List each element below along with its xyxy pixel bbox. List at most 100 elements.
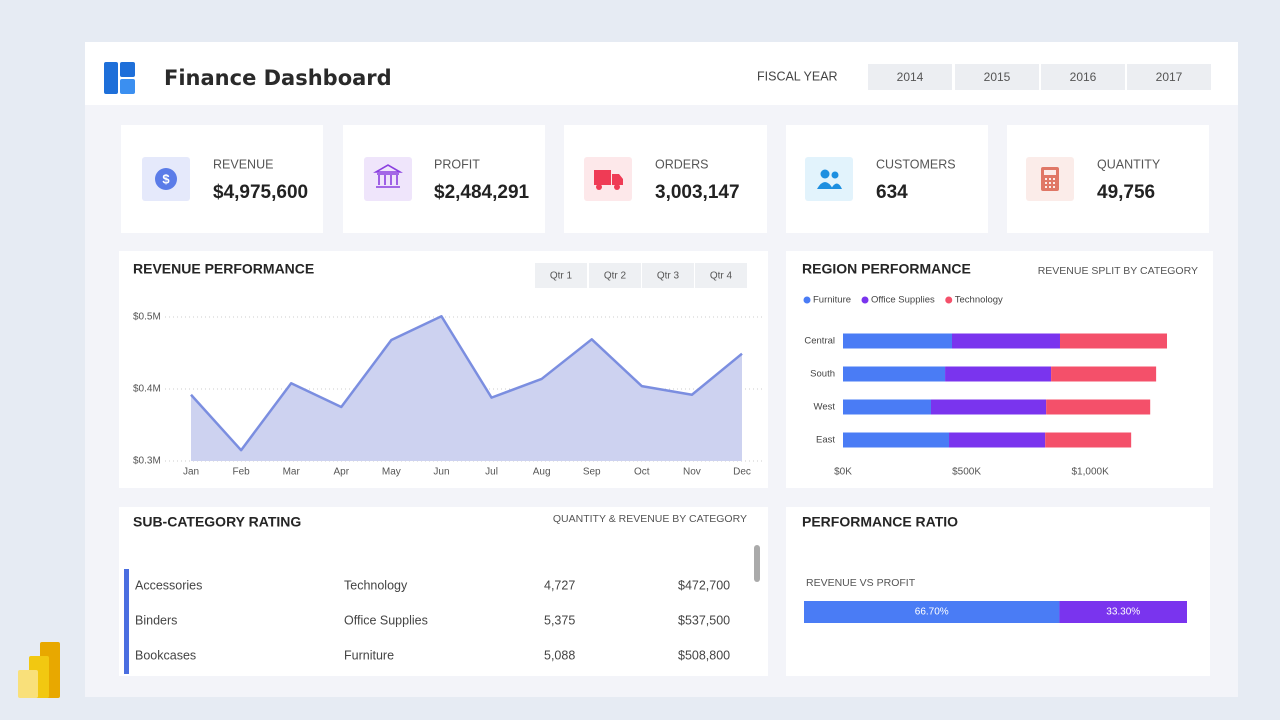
kpi-value: $4,975,600	[213, 182, 308, 203]
year-label: 2014	[897, 70, 924, 84]
x-tick-label: May	[382, 467, 401, 478]
bar-segment	[843, 432, 950, 448]
category-label: South	[810, 369, 835, 380]
y-tick-label: $0.3M	[133, 456, 161, 467]
year-label: 2016	[1070, 70, 1097, 84]
bar-segment	[1045, 432, 1132, 448]
svg-text:$: $	[162, 171, 170, 186]
x-tick-label: Jul	[485, 467, 498, 478]
row-indicator	[124, 604, 129, 639]
kpi-label: REVENUE	[213, 157, 273, 171]
year-button[interactable]	[868, 64, 952, 90]
revenue-title: REVENUE PERFORMANCE	[133, 261, 314, 277]
bar-segment	[1059, 333, 1168, 349]
ratio-label: REVENUE VS PROFIT	[806, 577, 916, 589]
ratio-title: PERFORMANCE RATIO	[802, 514, 958, 530]
kpi-value: $2,484,291	[434, 182, 530, 203]
row-indicator	[124, 639, 129, 674]
table-cell: Technology	[344, 578, 408, 592]
year-label: 2017	[1156, 70, 1183, 84]
bar-segment	[1051, 366, 1157, 382]
year-label: 2015	[984, 70, 1011, 84]
x-tick-label: Aug	[533, 467, 551, 478]
year-button[interactable]	[1041, 64, 1125, 90]
table-cell: 4,727	[544, 578, 575, 592]
category-label: East	[816, 435, 835, 446]
y-tick-label: $0.4M	[133, 384, 161, 395]
logo	[104, 62, 135, 94]
x-tick-label: Oct	[634, 467, 650, 478]
ratio-label: 33.30%	[1106, 607, 1140, 618]
table-cell: $472,700	[678, 578, 730, 592]
kpi-label: ORDERS	[655, 157, 708, 171]
quarter-label: Qtr 3	[657, 271, 680, 282]
kpi-label: PROFIT	[434, 157, 480, 171]
x-tick-label: Apr	[333, 467, 349, 478]
x-tick-label: Nov	[683, 467, 701, 478]
table-cell: Binders	[135, 613, 177, 627]
x-tick-label: $500K	[952, 467, 981, 478]
x-tick-label: $0K	[834, 467, 852, 478]
legend-label: Furniture	[813, 295, 851, 306]
category-label: Central	[804, 336, 835, 347]
year-button[interactable]	[1127, 64, 1211, 90]
table-cell: Furniture	[344, 648, 394, 662]
title: Finance Dashboard	[164, 66, 392, 90]
x-tick-label: $1,000K	[1072, 467, 1110, 478]
y-tick-label: $0.5M	[133, 312, 161, 323]
bar-segment	[945, 366, 1052, 382]
bar-segment	[1046, 399, 1151, 415]
kpi-value: 3,003,147	[655, 182, 740, 203]
ratio-segment	[1059, 601, 1187, 623]
kpi-value: 634	[876, 182, 908, 203]
quarter-button[interactable]	[589, 263, 641, 288]
bar-segment	[951, 333, 1060, 349]
ratio-card	[786, 507, 1210, 676]
bar-segment	[843, 366, 946, 382]
quarter-label: Qtr 4	[710, 271, 733, 282]
row-indicator	[124, 569, 129, 604]
table-cell: Bookcases	[135, 648, 196, 662]
quarter-label: Qtr 1	[550, 271, 573, 282]
bar-segment	[930, 399, 1047, 415]
region-subtitle: REVENUE SPLIT BY CATEGORY	[1038, 265, 1198, 277]
subcategory-card	[119, 507, 768, 676]
legend-label: Technology	[955, 295, 1003, 306]
quarter-button[interactable]	[695, 263, 747, 288]
bar-segment	[843, 399, 931, 415]
region-title: REGION PERFORMANCE	[802, 261, 971, 277]
kpi-value: 49,756	[1097, 182, 1155, 203]
subcategory-subtitle: QUANTITY & REVENUE BY CATEGORY	[553, 513, 747, 525]
legend-dot	[803, 296, 811, 304]
kpi-label: QUANTITY	[1097, 157, 1161, 171]
powerbi-logo	[18, 642, 60, 698]
legend-dot	[945, 296, 953, 304]
x-tick-label: Mar	[283, 467, 301, 478]
year-button[interactable]	[955, 64, 1039, 90]
table-cell: $537,500	[678, 613, 730, 627]
line	[190, 315, 743, 452]
legend-label: Office Supplies	[871, 295, 935, 306]
table-cell: 5,088	[544, 648, 575, 662]
x-tick-label: Dec	[733, 467, 751, 478]
bar-segment	[949, 432, 1046, 448]
bar-segment	[843, 333, 952, 349]
x-tick-label: Feb	[232, 467, 250, 478]
table-cell: 5,375	[544, 613, 575, 627]
kpi-icons: $	[142, 157, 1074, 201]
table-cell: Accessories	[135, 578, 202, 592]
quarter-button[interactable]	[642, 263, 694, 288]
scrollbar[interactable]	[754, 545, 760, 582]
kpi-label: CUSTOMERS	[876, 157, 956, 171]
table-cell: Office Supplies	[344, 613, 428, 627]
category-label: West	[814, 402, 836, 413]
ratio-label: 66.70%	[915, 607, 949, 618]
quarter-label: Qtr 2	[604, 271, 627, 282]
x-tick-label: Sep	[583, 467, 601, 478]
x-tick-label: Jan	[183, 467, 199, 478]
subcategory-title: SUB-CATEGORY RATING	[133, 514, 301, 530]
legend-dot	[861, 296, 869, 304]
quarter-button[interactable]	[535, 263, 587, 288]
